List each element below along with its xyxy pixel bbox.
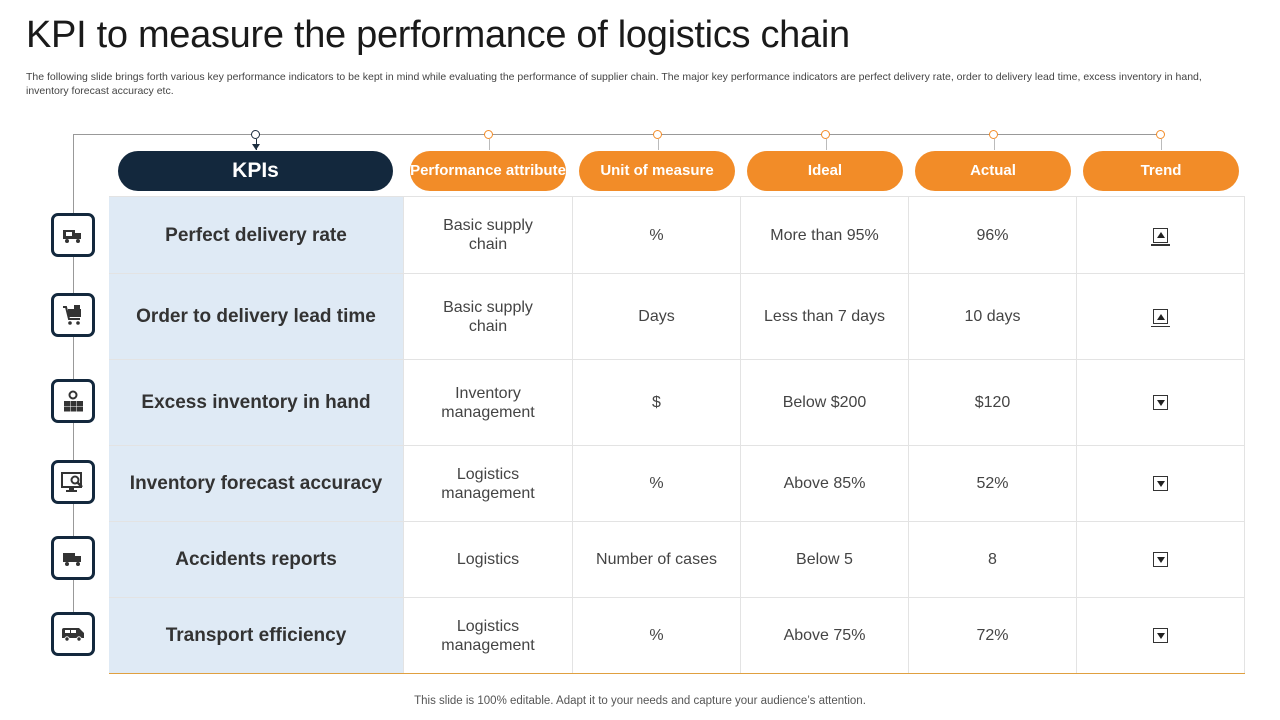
- shopping-cart-icon: [51, 293, 95, 337]
- trend-up-icon: [1151, 309, 1170, 327]
- actual-cell: $120: [909, 360, 1077, 445]
- kpi-name: Order to delivery lead time: [109, 274, 403, 359]
- connector-dot-kpi: [251, 130, 260, 139]
- connector-dot-actual: [989, 130, 998, 139]
- kpi-name: Accidents reports: [109, 522, 403, 597]
- connector-dot-trend: [1156, 130, 1165, 139]
- kpi-name: Excess inventory in hand: [109, 360, 403, 445]
- connector-arrow-kpi: [252, 144, 260, 150]
- ideal-cell: Above 75%: [741, 598, 909, 673]
- kpi-table: Perfect delivery rate Basic supply chain…: [109, 196, 1245, 674]
- connector-drop-attribute: [489, 139, 490, 150]
- connector-drop-actual: [994, 139, 995, 150]
- van-icon: [51, 612, 95, 656]
- slide-subtitle: The following slide brings forth various…: [26, 71, 1202, 97]
- table-row: Transport efficiency Logistics managemen…: [109, 597, 1245, 673]
- unit-cell: $: [573, 360, 741, 445]
- inventory-boxes-gear-icon: [51, 379, 95, 423]
- table-row: Order to delivery lead time Basic supply…: [109, 273, 1245, 359]
- trend-down-icon: [1153, 476, 1168, 491]
- trend-cell: [1077, 446, 1245, 521]
- performance-attribute-cell: Basic supply chain: [403, 197, 573, 273]
- performance-attribute-cell: Logistics: [403, 522, 573, 597]
- connector-drop-unit: [658, 139, 659, 150]
- trend-cell: [1077, 274, 1245, 359]
- actual-cell: 8: [909, 522, 1077, 597]
- truck-icon: [51, 536, 95, 580]
- ideal-cell: Below $200: [741, 360, 909, 445]
- kpi-name: Transport efficiency: [109, 598, 403, 673]
- connector-drop-trend: [1161, 139, 1162, 150]
- unit-cell: %: [573, 446, 741, 521]
- connector-horizontal-line: [73, 134, 1161, 135]
- actual-cell: 52%: [909, 446, 1077, 521]
- trend-cell: [1077, 598, 1245, 673]
- trend-down-icon: [1153, 628, 1168, 643]
- actual-cell: 72%: [909, 598, 1077, 673]
- connector-dot-attribute: [484, 130, 493, 139]
- actual-cell: 96%: [909, 197, 1077, 273]
- connector-drop-ideal: [826, 139, 827, 150]
- header-unit-of-measure: Unit of measure: [579, 151, 735, 191]
- header-performance-attribute: Performance attribute: [410, 151, 566, 191]
- performance-attribute-cell: Basic supply chain: [403, 274, 573, 359]
- header-trend: Trend: [1083, 151, 1239, 191]
- ideal-cell: Less than 7 days: [741, 274, 909, 359]
- kpi-name: Inventory forecast accuracy: [109, 446, 403, 521]
- header-kpis: KPIs: [118, 151, 393, 191]
- trend-cell: [1077, 197, 1245, 273]
- header-ideal: Ideal: [747, 151, 903, 191]
- table-row: Perfect delivery rate Basic supply chain…: [109, 196, 1245, 273]
- table-row: Inventory forecast accuracy Logistics ma…: [109, 445, 1245, 521]
- actual-cell: 10 days: [909, 274, 1077, 359]
- trend-cell: [1077, 522, 1245, 597]
- ideal-cell: More than 95%: [741, 197, 909, 273]
- delivery-truck-icon: [51, 213, 95, 257]
- trend-down-icon: [1153, 395, 1168, 410]
- unit-cell: Number of cases: [573, 522, 741, 597]
- trend-down-icon: [1153, 552, 1168, 567]
- footer-note: This slide is 100% editable. Adapt it to…: [414, 695, 866, 707]
- trend-up-icon: [1151, 227, 1170, 246]
- unit-cell: Days: [573, 274, 741, 359]
- table-row: Excess inventory in hand Inventory manag…: [109, 359, 1245, 445]
- monitor-search-icon: [51, 460, 95, 504]
- kpi-name: Perfect delivery rate: [109, 197, 403, 273]
- ideal-cell: Below 5: [741, 522, 909, 597]
- unit-cell: %: [573, 197, 741, 273]
- performance-attribute-cell: Inventory management: [403, 360, 573, 445]
- unit-cell: %: [573, 598, 741, 673]
- performance-attribute-cell: Logistics management: [403, 446, 573, 521]
- performance-attribute-cell: Logistics management: [403, 598, 573, 673]
- trend-cell: [1077, 360, 1245, 445]
- connector-dot-ideal: [821, 130, 830, 139]
- ideal-cell: Above 85%: [741, 446, 909, 521]
- connector-dot-unit: [653, 130, 662, 139]
- table-row: Accidents reports Logistics Number of ca…: [109, 521, 1245, 597]
- slide-title: KPI to measure the performance of logist…: [26, 14, 850, 56]
- header-actual: Actual: [915, 151, 1071, 191]
